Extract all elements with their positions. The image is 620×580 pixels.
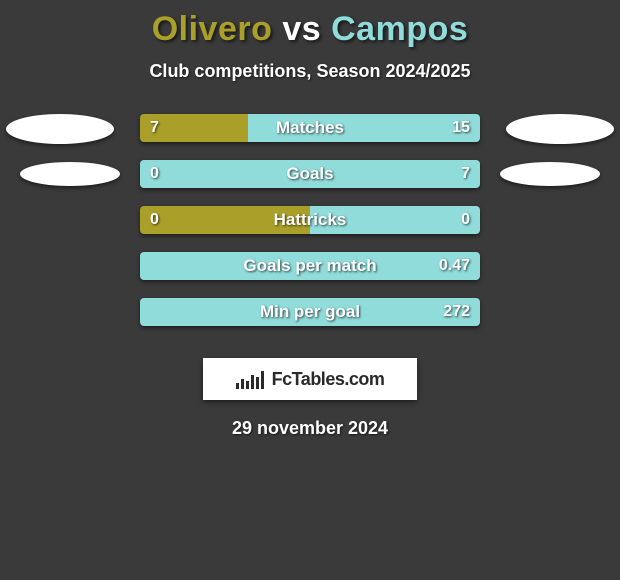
stat-bar-right	[140, 160, 480, 188]
stat-value-left: 7	[150, 114, 159, 142]
stat-row: 00Hattricks	[0, 206, 620, 234]
stat-value-right: 0.47	[439, 252, 470, 280]
bar-chart-icon	[236, 369, 266, 389]
stat-value-left: 0	[150, 206, 159, 234]
comparison-card: Olivero vs Campos Club competitions, Sea…	[0, 10, 620, 439]
brand-box[interactable]: FcTables.com	[203, 358, 417, 400]
subtitle: Club competitions, Season 2024/2025	[0, 61, 620, 82]
stat-bar	[140, 206, 480, 234]
stat-bar-right	[248, 114, 480, 142]
brand-text: FcTables.com	[272, 369, 385, 390]
stat-row: 272Min per goal	[0, 298, 620, 326]
stat-value-right: 0	[461, 206, 470, 234]
stat-bar	[140, 114, 480, 142]
player1-name: Olivero	[152, 10, 273, 48]
stat-bar	[140, 252, 480, 280]
date-label: 29 november 2024	[0, 418, 620, 439]
team-oval	[506, 114, 614, 144]
stat-row: 0.47Goals per match	[0, 252, 620, 280]
stat-bar	[140, 298, 480, 326]
stat-value-right: 7	[461, 160, 470, 188]
page-title: Olivero vs Campos	[0, 10, 620, 49]
player2-name: Campos	[331, 10, 468, 48]
stat-bar-right	[310, 206, 480, 234]
team-oval	[500, 162, 600, 186]
stat-bar-right	[140, 298, 480, 326]
stats-area: 715Matches07Goals00Hattricks0.47Goals pe…	[0, 114, 620, 344]
stat-bar	[140, 160, 480, 188]
team-oval	[20, 162, 120, 186]
stat-bar-right	[140, 252, 480, 280]
stat-value-right: 272	[443, 298, 470, 326]
stat-value-right: 15	[452, 114, 470, 142]
stat-value-left: 0	[150, 160, 159, 188]
team-oval	[6, 114, 114, 144]
vs-label: vs	[282, 10, 321, 48]
stat-bar-left	[140, 206, 310, 234]
